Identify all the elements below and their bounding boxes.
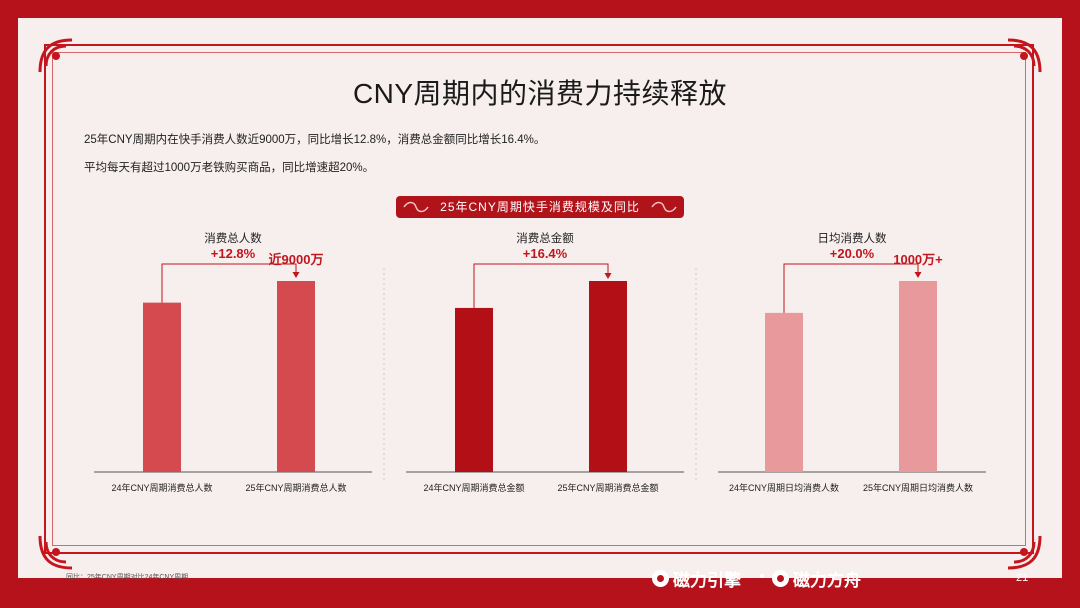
swirl-ornament-icon (403, 201, 429, 213)
bar (143, 302, 181, 472)
ornamental-border-inner (52, 52, 1026, 546)
corner-ornament-icon (38, 535, 73, 570)
growth-connector (473, 263, 609, 308)
footnote: 同比：25年CNY周期对比24年CNY周期 (66, 574, 189, 581)
growth-connector (783, 263, 919, 313)
bar (455, 307, 493, 472)
bar (589, 281, 627, 472)
description-line-2: 平均每天有超过1000万老铁购买商品，同比增速超20%。 (84, 162, 375, 174)
chart-banner-label: 25年CNY周期快手消费规模及同比 (440, 200, 640, 214)
corner-ornament-icon (1007, 38, 1042, 73)
x-tick-label: 24年CNY周期消费总金额 (423, 482, 524, 493)
bar (899, 281, 937, 472)
page-number: 21 (1016, 572, 1029, 584)
growth-label: +16.4% (523, 246, 568, 261)
description-line-1: 25年CNY周期内在快手消费人数近9000万，同比增长12.8%，消费总金额同比… (84, 134, 546, 146)
corner-ornament-icon (38, 38, 73, 73)
brand-logo-left: 磁力引擎 (652, 566, 741, 591)
chart-banner: 25年CNY周期快手消费规模及同比 (396, 196, 684, 218)
brand-logo-icon (772, 570, 789, 587)
value-label: 近9000万 (269, 252, 324, 267)
panel-title: 消费总金额 (516, 231, 574, 245)
growth-label: +12.8% (211, 246, 256, 261)
corner-ornament-icon (1007, 535, 1042, 570)
brand-logo-right: 磁力方舟 (772, 566, 861, 591)
connector-arrow-icon (604, 273, 612, 279)
brand-left-label: 磁力引擎 (673, 571, 741, 590)
x-tick-label: 25年CNY周期消费总金额 (557, 482, 658, 493)
growth-label: +20.0% (830, 246, 875, 261)
separator-dot (760, 574, 764, 578)
ornamental-border (44, 44, 1034, 554)
value-label: 1000万+ (893, 252, 943, 267)
growth-connector (161, 263, 297, 303)
connector-arrow-icon (292, 272, 300, 278)
panel-title: 消费总人数 (204, 231, 262, 245)
x-tick-label: 25年CNY周期消费总人数 (245, 482, 346, 493)
x-tick-label: 25年CNY周期日均消费人数 (863, 482, 973, 493)
panel-title: 日均消费人数 (818, 231, 887, 245)
swirl-ornament-icon (651, 201, 677, 213)
bar (765, 312, 803, 472)
page-title: CNY周期内的消费力持续释放 (352, 78, 728, 109)
slide-background (18, 18, 1062, 578)
x-tick-label: 24年CNY周期日均消费人数 (729, 482, 839, 493)
x-tick-label: 24年CNY周期消费总人数 (111, 482, 212, 493)
connector-arrow-icon (914, 272, 922, 278)
brand-logo-icon (652, 570, 669, 587)
bar (277, 281, 315, 472)
brand-right-label: 磁力方舟 (793, 571, 861, 590)
